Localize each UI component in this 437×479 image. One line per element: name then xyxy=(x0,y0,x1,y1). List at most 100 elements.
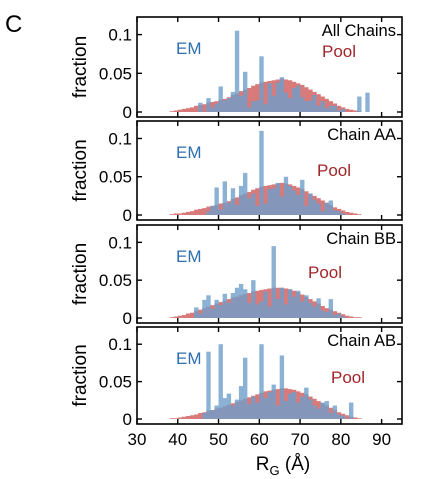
bar-em-14 xyxy=(222,181,227,215)
bar-em-43 xyxy=(340,213,346,215)
bar-em-45 xyxy=(349,402,354,419)
bar-pool-45 xyxy=(349,316,354,318)
bar-pool-44 xyxy=(344,108,350,112)
bar-pool-2 xyxy=(173,110,179,112)
legend-label-pool: Pool xyxy=(331,368,365,387)
bar-pool-27 xyxy=(275,389,280,419)
bar-em-22 xyxy=(255,402,260,419)
bar-em-38 xyxy=(320,310,325,318)
panel-label: C xyxy=(5,11,22,38)
bar-em-39 xyxy=(324,311,329,318)
plot-frame xyxy=(136,224,403,324)
legend-label-em: EM xyxy=(176,247,202,266)
x-axis-label: RG (Å) xyxy=(256,454,310,478)
bar-em-15 xyxy=(226,202,232,215)
x-tick-label: 90 xyxy=(372,430,391,449)
bar-em-11 xyxy=(210,410,215,419)
legend-label-pool: Pool xyxy=(322,42,356,61)
bar-em-19 xyxy=(243,71,248,112)
bar-pool-4 xyxy=(181,212,187,215)
bar-em-47 xyxy=(357,96,362,112)
bar-pool-5 xyxy=(185,313,191,318)
bar-em-27 xyxy=(275,182,280,215)
bar-pool-5 xyxy=(185,416,191,419)
bar-pool-3 xyxy=(177,315,183,318)
bar-pool-24 xyxy=(263,185,268,215)
bar-em-23 xyxy=(259,301,264,318)
bar-em-36 xyxy=(312,94,317,112)
bar-em-34 xyxy=(304,205,309,215)
bar-em-21 xyxy=(251,396,256,419)
bar-em-43 xyxy=(340,416,346,419)
legend-label-em: EM xyxy=(176,39,202,58)
bar-em-22 xyxy=(255,205,260,215)
bar-em-26 xyxy=(271,188,276,215)
bar-pool-22 xyxy=(255,188,260,215)
bar-em-21 xyxy=(251,280,256,318)
bar-pool-29 xyxy=(283,288,289,318)
bar-em-10 xyxy=(206,295,211,318)
bar-em-36 xyxy=(312,405,317,419)
bar-pool-13 xyxy=(218,203,223,215)
svg-text:RG (Å): RG (Å) xyxy=(256,454,310,478)
series-em-bars xyxy=(194,246,346,318)
bar-em-40 xyxy=(328,200,333,215)
bar-em-13 xyxy=(218,305,223,318)
bar-pool-6 xyxy=(190,415,195,419)
bar-em-30 xyxy=(287,185,293,215)
x-axis-label-unit: (Å) xyxy=(280,454,311,475)
bar-pool-4 xyxy=(181,108,187,112)
bar-em-12 xyxy=(214,299,219,318)
bar-em-22 xyxy=(255,304,260,318)
bar-pool-34 xyxy=(304,87,309,112)
bar-em-36 xyxy=(312,306,317,318)
bar-em-29 xyxy=(283,401,289,419)
bar-em-15 xyxy=(226,98,232,112)
bar-em-41 xyxy=(332,210,338,215)
bar-em-37 xyxy=(316,298,321,318)
bar-em-15 xyxy=(226,302,232,318)
bar-pool-4 xyxy=(181,416,187,419)
bar-em-41 xyxy=(332,105,338,112)
bar-em-14 xyxy=(222,100,227,112)
bar-em-16 xyxy=(230,293,236,318)
bar-em-27 xyxy=(275,405,280,419)
plot-frame xyxy=(136,16,403,118)
bar-em-10 xyxy=(206,98,211,112)
bar-em-22 xyxy=(255,100,260,112)
bar-em-40 xyxy=(328,105,333,112)
bar-pool-7 xyxy=(194,414,199,419)
bar-em-42 xyxy=(336,414,342,419)
bar-em-18 xyxy=(238,386,244,419)
bar-pool-2 xyxy=(173,213,179,215)
bar-em-39 xyxy=(324,202,329,215)
bar-em-14 xyxy=(222,293,227,318)
y-tick-label: 0.05 xyxy=(99,271,132,290)
bar-em-19 xyxy=(243,289,248,318)
bar-em-11 xyxy=(210,308,215,318)
bar-em-41 xyxy=(332,405,338,419)
series-em-bars xyxy=(206,130,346,215)
bar-pool-37 xyxy=(316,94,321,112)
bar-em-34 xyxy=(304,387,309,419)
bar-em-31 xyxy=(291,296,297,318)
bar-pool-7 xyxy=(194,209,199,215)
bar-em-30 xyxy=(287,98,293,112)
plot-frame xyxy=(136,120,403,221)
bar-em-19 xyxy=(243,357,248,419)
bar-em-30 xyxy=(287,393,293,419)
bar-pool-4 xyxy=(181,314,187,318)
bar-em-23 xyxy=(259,130,264,215)
bar-em-23 xyxy=(259,56,264,112)
x-tick-label: 50 xyxy=(209,430,228,449)
bar-em-26 xyxy=(271,246,276,318)
bar-em-13 xyxy=(218,344,223,419)
bar-pool-1 xyxy=(169,214,174,215)
bar-em-30 xyxy=(287,289,293,318)
bar-pool-1 xyxy=(169,317,174,318)
bar-em-17 xyxy=(234,205,240,215)
y-tick-label: 0 xyxy=(123,206,132,225)
bar-em-14 xyxy=(222,398,227,419)
bar-em-17 xyxy=(234,287,240,318)
bar-pool-44 xyxy=(344,415,350,419)
